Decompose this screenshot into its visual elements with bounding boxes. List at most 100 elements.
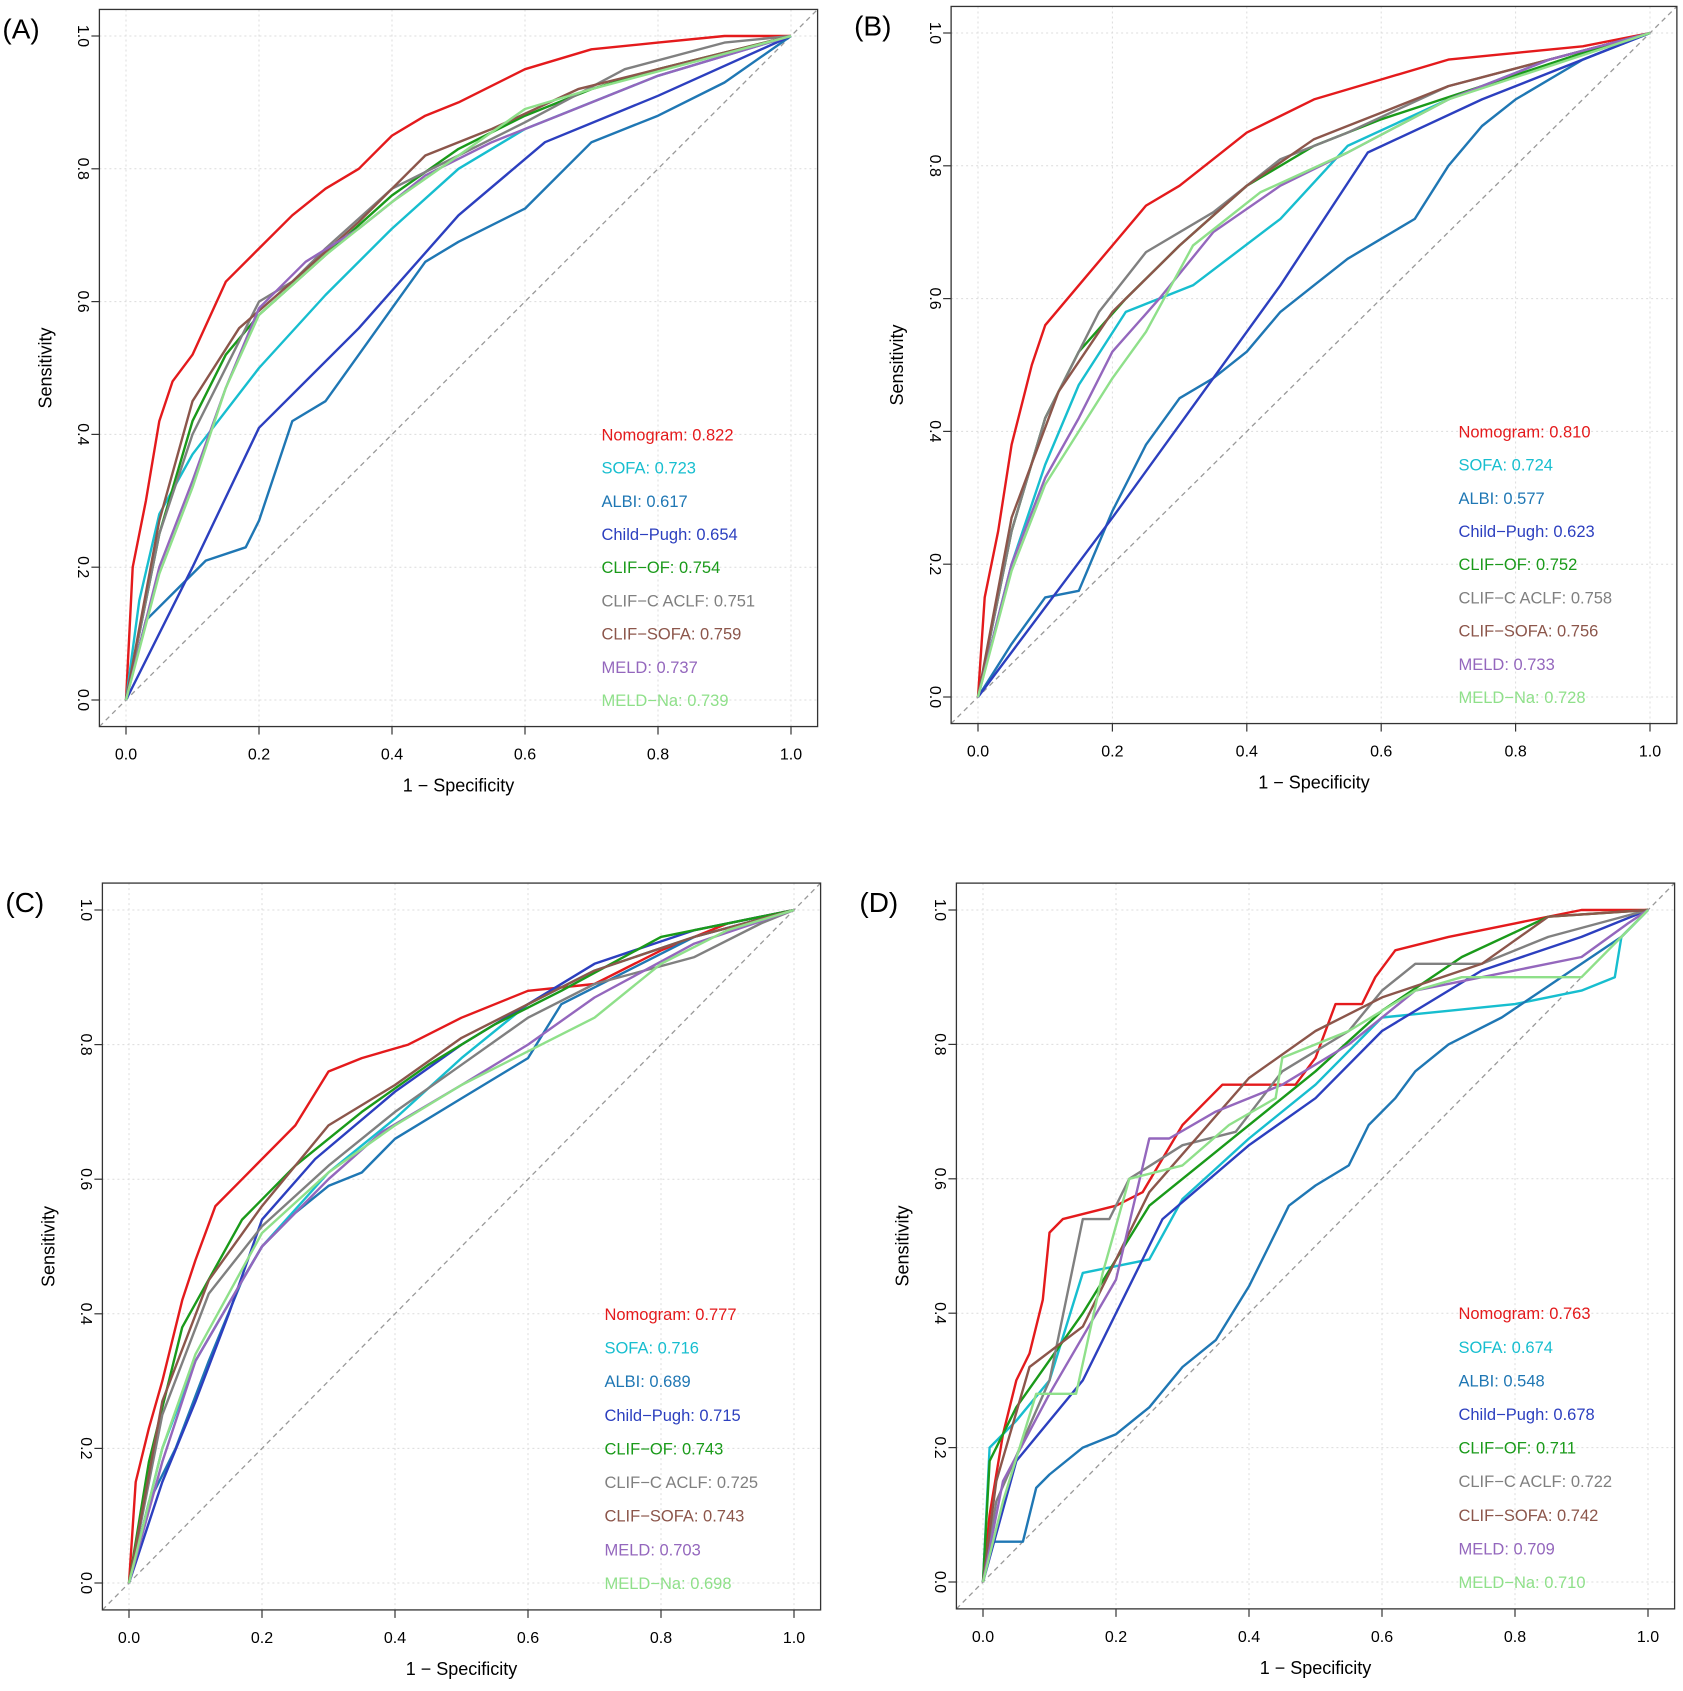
legend-separator: : (645, 460, 654, 478)
legend-entry: CLIF−C ACLF: 0.725 (604, 1474, 758, 1492)
roc-curve-nomogram (124, 34, 791, 701)
y-axis-label: Sensitivity (35, 327, 55, 408)
y-tick-label: 0.8 (74, 158, 91, 180)
x-tick-label: 0.0 (967, 744, 989, 761)
legend-series-name: MELD (604, 1541, 650, 1559)
legend-entry: SOFA: 0.724 (1458, 457, 1552, 475)
legend-auc-value: 0.715 (699, 1407, 740, 1425)
legend-separator: : (1504, 656, 1513, 674)
y-tick-label: 1.0 (74, 25, 91, 47)
legend-auc-value: 0.711 (1536, 1440, 1576, 1458)
reference-diagonal (950, 5, 1678, 725)
legend-entry: Nomogram: 0.763 (1458, 1305, 1590, 1323)
legend-auc-value: 0.752 (1536, 556, 1577, 574)
legend-separator: : (1540, 423, 1549, 441)
legend-separator: : (1527, 556, 1536, 574)
roc-curve-clif-c-aclf (127, 908, 795, 1584)
legend-series-name: Nomogram (601, 426, 683, 444)
plot-frame (101, 882, 822, 1611)
y-tick-label: 0.0 (74, 689, 91, 711)
legend-separator: : (1527, 1440, 1536, 1458)
y-axis-label: Sensitivity (887, 324, 907, 405)
x-tick-label: 0.4 (1236, 744, 1258, 761)
legend-series-name: CLIF−OF (604, 1440, 672, 1458)
legend-entry: CLIF−OF: 0.752 (1458, 556, 1577, 574)
x-tick-label: 0.4 (384, 1630, 406, 1647)
y-tick-label: 0.0 (931, 1571, 948, 1593)
legend-separator: : (647, 659, 656, 677)
plot-frame (98, 8, 819, 728)
legend-series-name: Child−Pugh (1458, 523, 1544, 541)
legend-entry: ALBI: 0.548 (1458, 1372, 1544, 1390)
legend-auc-value: 0.759 (700, 626, 741, 644)
panel-label: (B) (854, 10, 891, 41)
legend-auc-value: 0.710 (1544, 1574, 1585, 1592)
reference-diagonal (101, 882, 822, 1611)
legend-auc-value: 0.751 (714, 592, 755, 610)
legend-series-name: CLIF−C ACLF (601, 592, 704, 610)
legend-entry: MELD: 0.737 (601, 659, 697, 677)
legend-entry: SOFA: 0.716 (604, 1339, 698, 1357)
roc-curve-nomogram (981, 908, 1648, 1583)
x-tick-label: 0.8 (1504, 1629, 1526, 1646)
legend-entry: Child−Pugh: 0.623 (1458, 523, 1594, 541)
y-axis-label: Sensitivity (38, 1206, 58, 1287)
roc-curve-child-pugh (981, 908, 1649, 1583)
legend-entry: MELD: 0.733 (1458, 656, 1554, 674)
legend-separator: : (1562, 1473, 1571, 1491)
y-tick-label: 0.0 (77, 1572, 94, 1594)
legend-separator: : (694, 1508, 703, 1526)
y-tick-label: 0.6 (926, 287, 943, 309)
y-axis-label: Sensitivity (892, 1205, 912, 1286)
roc-curve-meld-na (976, 31, 1651, 698)
x-tick-label: 0.0 (972, 1629, 994, 1646)
x-tick-label: 0.4 (1238, 1629, 1260, 1646)
roc-curve-meld-na (127, 908, 795, 1584)
y-tick-label: 0.8 (931, 1033, 948, 1055)
legend-separator: : (648, 1339, 657, 1357)
roc-panel-c: 0.0 0.2 0.4 0.6 0.8 1.0 0.0 0.2 0.4 0.6 0.8 1.0 1 − … (5, 882, 822, 1679)
y-tick-label: 0.4 (926, 420, 943, 442)
legend-auc-value: 0.822 (692, 426, 733, 444)
roc-curve-nomogram (976, 31, 1651, 698)
legend-entry: CLIF−OF: 0.754 (601, 559, 720, 577)
legend-series-name: Child−Pugh (601, 526, 687, 544)
legend-series-name: CLIF−SOFA (601, 626, 690, 644)
legend-series-name: MELD (1458, 1540, 1504, 1558)
legend-auc-value: 0.739 (687, 692, 728, 710)
legend-separator: : (705, 592, 714, 610)
legend-series-name: SOFA (601, 460, 645, 478)
legend-separator: : (1494, 1372, 1503, 1390)
legend-separator: : (678, 692, 687, 710)
legend-series-name: CLIF−OF (1458, 1440, 1526, 1458)
x-axis-label: 1 − Specificity (403, 776, 515, 796)
legend-series-name: Nomogram (604, 1306, 686, 1324)
legend-entry: Child−Pugh: 0.715 (604, 1407, 740, 1425)
legend-separator: : (1540, 1305, 1549, 1323)
legend-entry: SOFA: 0.674 (1458, 1339, 1552, 1357)
legend-auc-value: 0.737 (656, 659, 697, 677)
x-tick-label: 0.6 (517, 1630, 539, 1647)
legend-auc-value: 0.742 (1557, 1507, 1598, 1525)
legend-auc-value: 0.548 (1503, 1372, 1544, 1390)
x-tick-label: 0.2 (1105, 1629, 1127, 1646)
reference-diagonal (98, 8, 819, 728)
y-tick-label: 0.2 (74, 556, 91, 578)
roc-curve-clif-c-aclf (981, 908, 1649, 1583)
roc-curve-albi (127, 908, 795, 1584)
legend-entry: ALBI: 0.577 (1458, 490, 1544, 508)
legend-separator: : (690, 1407, 699, 1425)
legend-separator: : (640, 1373, 649, 1391)
legend-separator: : (637, 493, 646, 511)
legend-auc-value: 0.728 (1544, 689, 1585, 707)
legend-series-name: ALBI (1458, 490, 1494, 508)
legend-entry: CLIF−C ACLF: 0.722 (1458, 1473, 1612, 1491)
roc-curve-albi (124, 35, 792, 701)
legend-auc-value: 0.756 (1557, 623, 1598, 641)
roc-curve-clif-sofa (127, 908, 795, 1584)
roc-panel-a: 0.0 0.2 0.4 0.6 0.8 1.0 0.0 0.2 0.4 0.6 0.8 1.0 1 − … (2, 8, 819, 796)
legend-entry: CLIF−SOFA: 0.742 (1458, 1507, 1598, 1525)
y-tick-label: 0.8 (77, 1033, 94, 1055)
legend-auc-value: 0.623 (1553, 523, 1594, 541)
